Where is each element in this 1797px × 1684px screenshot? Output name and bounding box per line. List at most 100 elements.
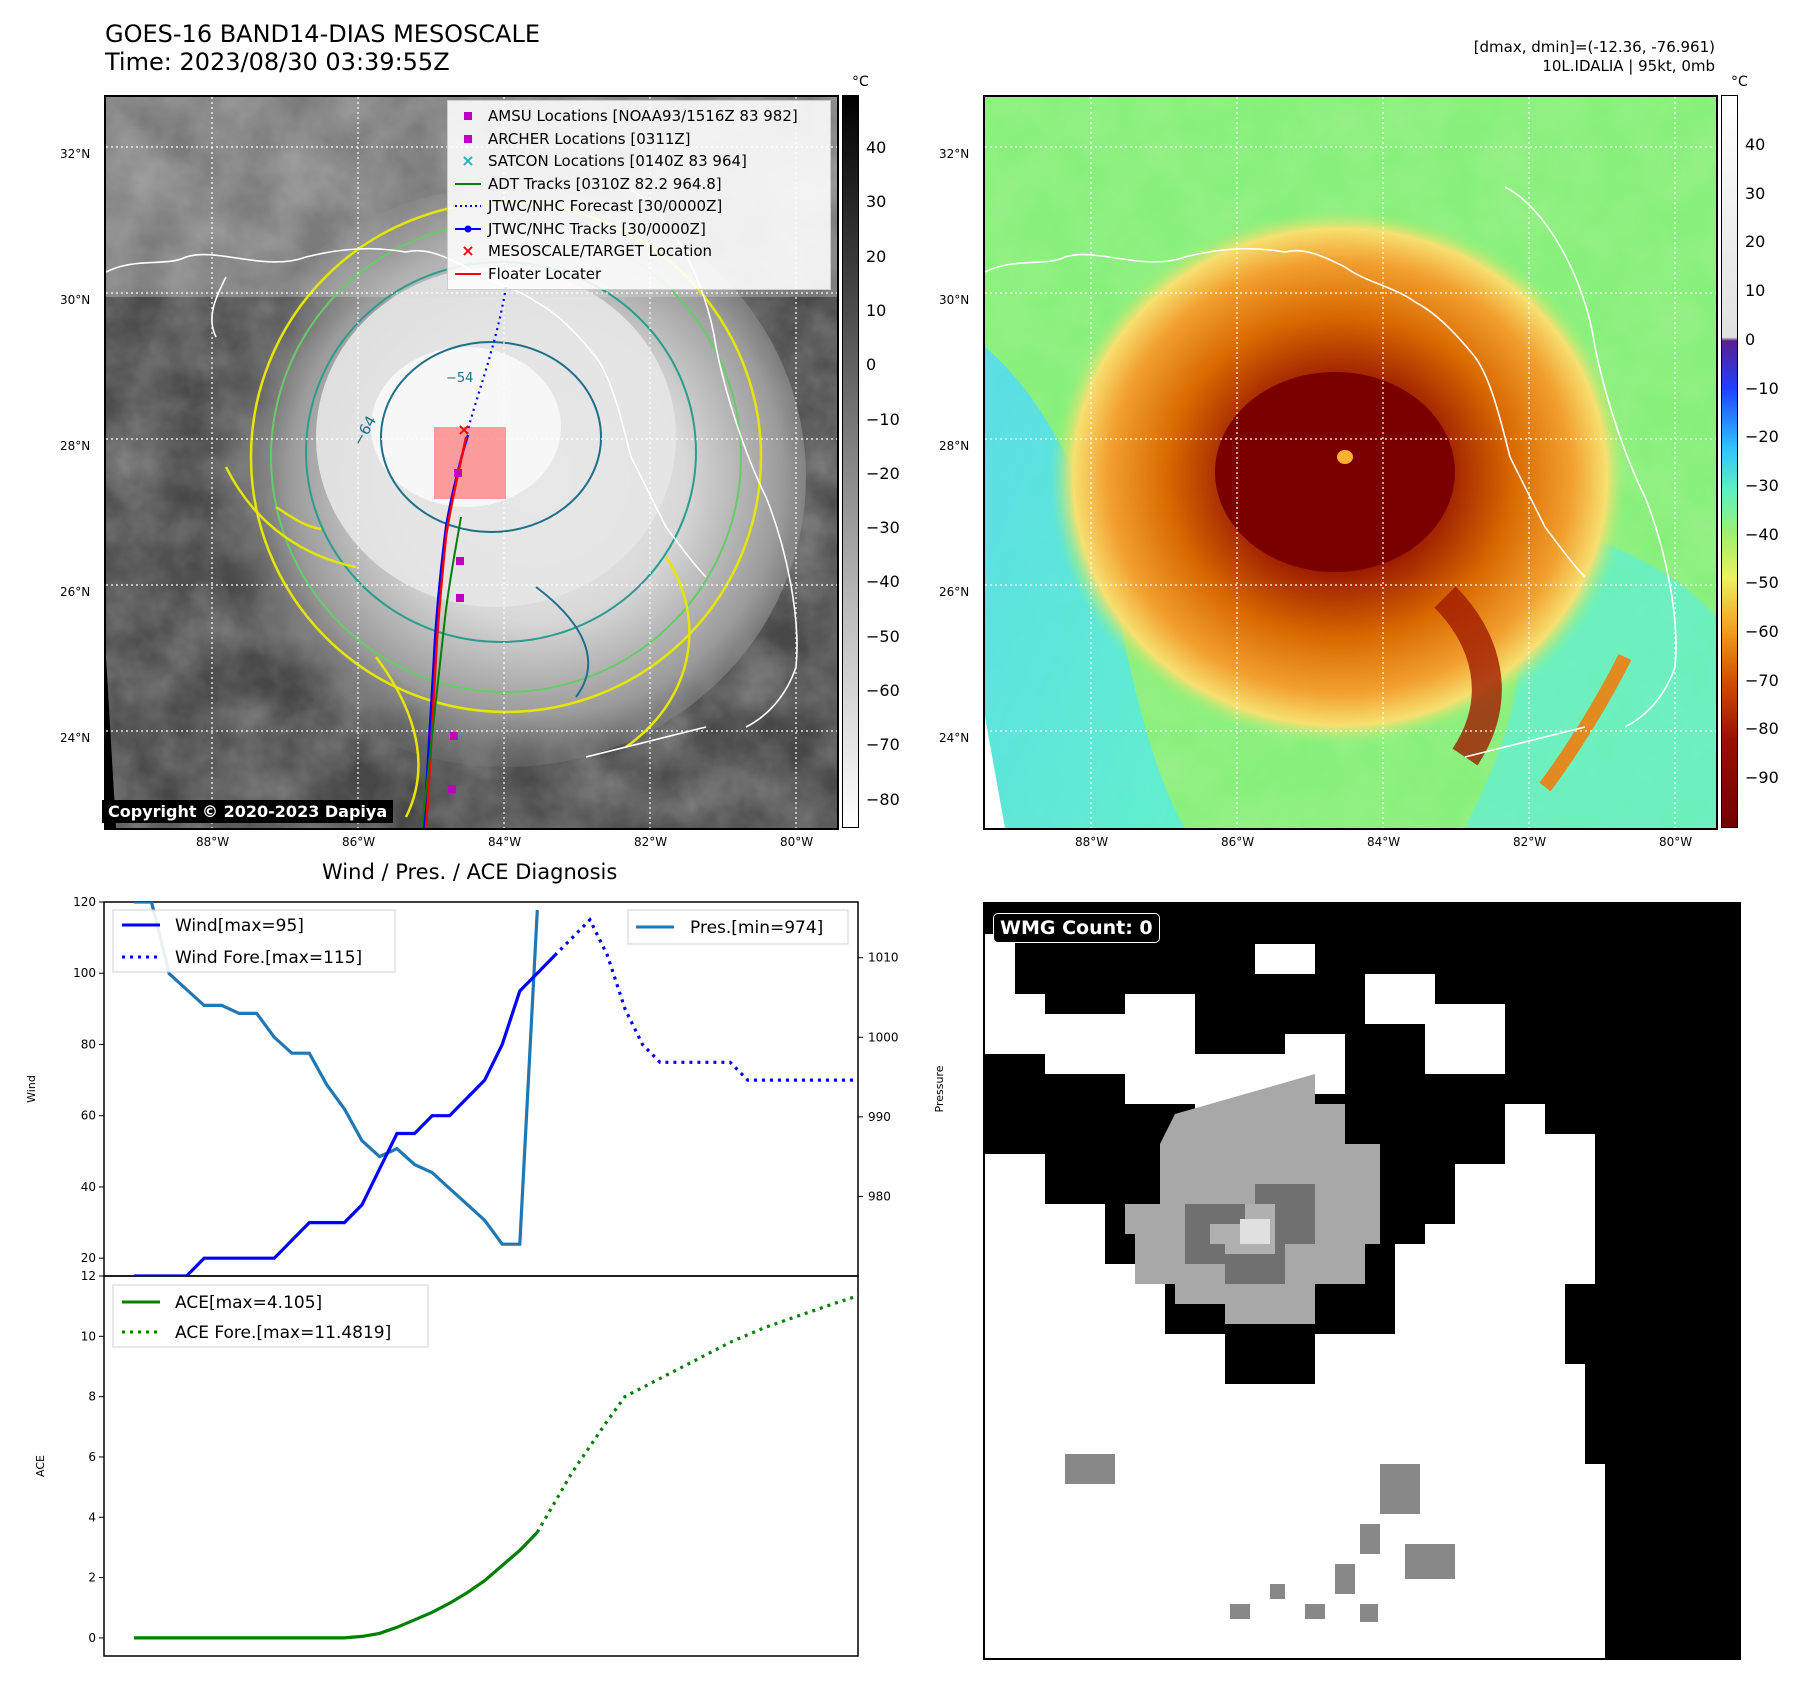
lat-tick-label: 32°N	[60, 147, 91, 161]
cbar_left-tick-label: −10	[866, 409, 900, 429]
lon-tick-label: 88°W	[196, 835, 230, 849]
ace-fore-legend-label: ACE Fore.[max=11.4819]	[175, 1323, 391, 1343]
cbar_right-tick-label: 30	[1745, 183, 1766, 203]
legend-symbol-icon	[448, 201, 488, 211]
lat-tick-label: 24°N	[939, 731, 970, 745]
cbar_right-tick-label: −30	[1745, 475, 1779, 495]
cbar_left-tick-label: −50	[866, 626, 900, 646]
mesoscale-box	[434, 427, 506, 499]
legend-entry: JTWC/NHC Forecast [30/0000Z]	[448, 195, 830, 218]
ace-tick-label: 8	[88, 1390, 96, 1404]
ace-tick-label: 4	[88, 1510, 96, 1524]
lat-tick-label: 30°N	[939, 293, 970, 307]
ace-axis-label: ACE	[34, 1455, 47, 1477]
legend-symbol-icon: ×	[448, 244, 488, 258]
map-legend: AMSU Locations [NOAA93/1516Z 83 982] ARCH…	[447, 100, 831, 290]
ace-legend-box	[112, 1284, 429, 1348]
lon-tick-label: 84°W	[488, 835, 522, 849]
legend-symbol-icon	[448, 224, 488, 234]
lon-tick-label: 88°W	[1075, 835, 1109, 849]
diagnosis-chart: 1201008060402010101000990980121086420Win…	[25, 895, 946, 1657]
cbar_right-tick-label: −50	[1745, 573, 1779, 593]
ace-tick-label: 10	[81, 1329, 96, 1343]
legend-symbol-icon	[448, 179, 488, 189]
cbar_left-tick-label: 10	[866, 300, 887, 320]
cbar_right-tick-label: −40	[1745, 524, 1779, 544]
wmg-panel	[983, 902, 1741, 1660]
diagnosis-title: Wind / Pres. / ACE Diagnosis	[322, 860, 618, 884]
contour-label-54: −54	[446, 371, 473, 386]
storm-summary: [dmax, dmin]=(-12.36, -76.961) 10L.IDALI…	[1474, 38, 1715, 76]
wind-tick-label: 80	[81, 1037, 96, 1051]
left-colorbar	[842, 95, 859, 828]
title-line2: Time: 2023/08/30 03:39:55Z	[105, 48, 450, 76]
legend-entry: Floater Locater	[448, 263, 830, 286]
color-ir-map	[983, 95, 1718, 830]
legend-symbol-icon	[448, 269, 488, 279]
legend-entry: ADT Tracks [0310Z 82.2 964.8]	[448, 173, 830, 196]
legend-entry: ARCHER Locations [0311Z]	[448, 128, 830, 151]
legend-label: SATCON Locations [0140Z 83 964]	[488, 152, 747, 171]
wind-legend-box	[112, 909, 396, 973]
lat-tick-label: 30°N	[60, 293, 91, 307]
legend-label: AMSU Locations [NOAA93/1516Z 83 982]	[488, 107, 798, 126]
cbar_left-tick-label: −70	[866, 735, 900, 755]
legend-label: ADT Tracks [0310Z 82.2 964.8]	[488, 174, 722, 193]
storm-info-text: 10L.IDALIA | 95kt, 0mb	[1542, 57, 1715, 75]
wind-tick-label: 100	[73, 966, 96, 980]
legend-label: JTWC/NHC Forecast [30/0000Z]	[488, 197, 723, 216]
lat-tick-label: 32°N	[939, 147, 970, 161]
lat-tick-label: 28°N	[939, 439, 970, 453]
lon-tick-label: 80°W	[1659, 835, 1693, 849]
cbar_right-tick-label: 20	[1745, 232, 1766, 252]
color-map-svg	[985, 97, 1716, 828]
cbar_right-tick-label: −20	[1745, 427, 1779, 447]
wind-legend-label: Wind[max=95]	[175, 916, 304, 936]
cbar_right-tick-label: −10	[1745, 378, 1779, 398]
lon-tick-label: 84°W	[1367, 835, 1401, 849]
svg-text:×: ×	[461, 154, 474, 168]
ace-series-line	[134, 1531, 539, 1640]
wind-tick-label: 120	[73, 895, 96, 909]
lon-tick-label: 82°W	[1513, 835, 1547, 849]
left-colorbar-unit: °C	[852, 74, 869, 90]
legend-symbol-icon	[448, 110, 488, 122]
legend-symbol-icon	[448, 133, 488, 145]
cbar_right-tick-label: −60	[1745, 622, 1779, 641]
lon-tick-label: 80°W	[780, 835, 814, 849]
cbar_left-tick-label: −20	[866, 463, 900, 483]
page-title: GOES-16 BAND14-DIAS MESOSCALE Time: 2023…	[105, 20, 540, 76]
ace-forecast-series-line	[535, 1294, 858, 1534]
legend-entry: JTWC/NHC Tracks [30/0000Z]	[448, 218, 830, 241]
forecast-track	[464, 286, 508, 438]
lat-tick-label: 28°N	[60, 439, 91, 453]
legend-label: Floater Locater	[488, 264, 602, 283]
legend-entry: × SATCON Locations [0140Z 83 964]	[448, 150, 830, 173]
cbar_left-tick-label: −30	[866, 518, 900, 538]
adt-track	[421, 516, 462, 828]
legend-label: ARCHER Locations [0311Z]	[488, 129, 691, 148]
copyright-badge: Copyright © 2020-2023 Dapiya	[102, 800, 394, 823]
pressure-axis-label: Pressure	[933, 1065, 946, 1112]
ace-tick-label: 12	[81, 1269, 96, 1283]
dmax-dmin-text: [dmax, dmin]=(-12.36, -76.961)	[1473, 38, 1715, 56]
legend-entry: × MESOSCALE/TARGET Location	[448, 240, 830, 263]
ace-tick-label: 0	[88, 1631, 96, 1645]
legend-label: JTWC/NHC Tracks [30/0000Z]	[488, 219, 706, 238]
ace-axes-frame	[103, 1275, 859, 1657]
ace-tick-label: 6	[88, 1450, 96, 1464]
cbar_right-tick-label: −90	[1745, 768, 1779, 788]
legend-label: MESOSCALE/TARGET Location	[488, 242, 713, 261]
legend-symbol-icon: ×	[448, 154, 488, 168]
wmg-count-badge: WMG Count: 0	[993, 913, 1160, 943]
svg-text:×: ×	[457, 420, 470, 439]
wind-tick-label: 20	[81, 1251, 96, 1265]
lat-tick-label: 26°N	[939, 585, 970, 599]
pres-tick-label: 1000	[868, 1030, 899, 1044]
wmg-svg	[985, 904, 1739, 1658]
ace-tick-label: 2	[88, 1571, 96, 1585]
lat-tick-label: 24°N	[60, 731, 91, 745]
svg-text:×: ×	[461, 244, 474, 258]
right-colorbar	[1721, 95, 1738, 828]
wind-forecast-series-line	[553, 917, 858, 1082]
